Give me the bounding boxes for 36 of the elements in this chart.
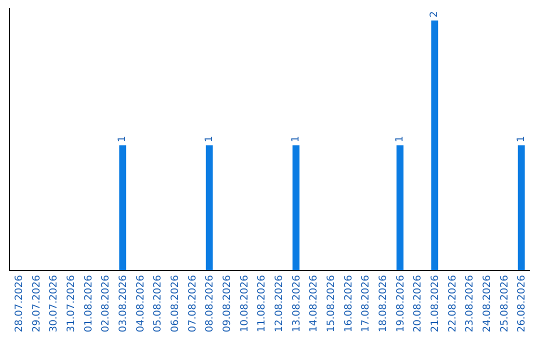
x-tick-label: 01.08.2026 <box>83 275 94 332</box>
x-tick-label: 08.08.2026 <box>204 275 216 332</box>
data-label: 1 <box>394 136 406 142</box>
x-tick-label: 29.07.2026 <box>31 275 42 332</box>
x-tick-label: 25.08.2026 <box>499 275 510 332</box>
x-tick-label: 15.08.2026 <box>326 275 337 332</box>
x-tick-label: 02.08.2026 <box>100 275 112 332</box>
x-tick-label: 26.08.2026 <box>516 275 528 332</box>
x-tick-label: 10.08.2026 <box>239 275 250 332</box>
x-tick-label: 31.07.2026 <box>66 275 77 332</box>
x-tick-label: 19.08.2026 <box>395 275 406 332</box>
x-tick-label: 16.08.2026 <box>343 275 354 332</box>
x-tick-label: 11.08.2026 <box>256 275 268 332</box>
x-tick-label: 28.07.2026 <box>14 275 25 332</box>
data-label: 2 <box>429 11 440 18</box>
x-tick-label: 18.08.2026 <box>378 275 389 332</box>
data-label: 1 <box>516 136 527 142</box>
x-tick-label: 06.08.2026 <box>170 275 181 332</box>
x-tick-label: 09.08.2026 <box>222 275 233 332</box>
x-tick-label: 20.08.2026 <box>412 275 424 332</box>
data-label: 1 <box>204 136 215 142</box>
data-label: 1 <box>290 136 302 142</box>
x-tick-label: 21.08.2026 <box>430 275 441 332</box>
x-tick-label: 17.08.2026 <box>360 275 372 332</box>
x-tick-label: 04.08.2026 <box>135 275 146 332</box>
x-tick-label: 07.08.2026 <box>187 275 198 332</box>
x-tick-label: 14.08.2026 <box>308 275 320 332</box>
x-tick-label: 22.08.2026 <box>447 275 458 332</box>
x-tick-label: 30.07.2026 <box>48 275 60 332</box>
x-tick-label: 13.08.2026 <box>291 275 302 332</box>
x-tick-label: 23.08.2026 <box>464 275 476 332</box>
x-tick-label: 05.08.2026 <box>152 275 164 332</box>
x-tick-label: 24.08.2026 <box>482 275 493 332</box>
x-tick-label: 03.08.2026 <box>118 275 129 332</box>
data-label: 1 <box>117 136 128 142</box>
x-tick-label: 12.08.2026 <box>274 275 285 332</box>
